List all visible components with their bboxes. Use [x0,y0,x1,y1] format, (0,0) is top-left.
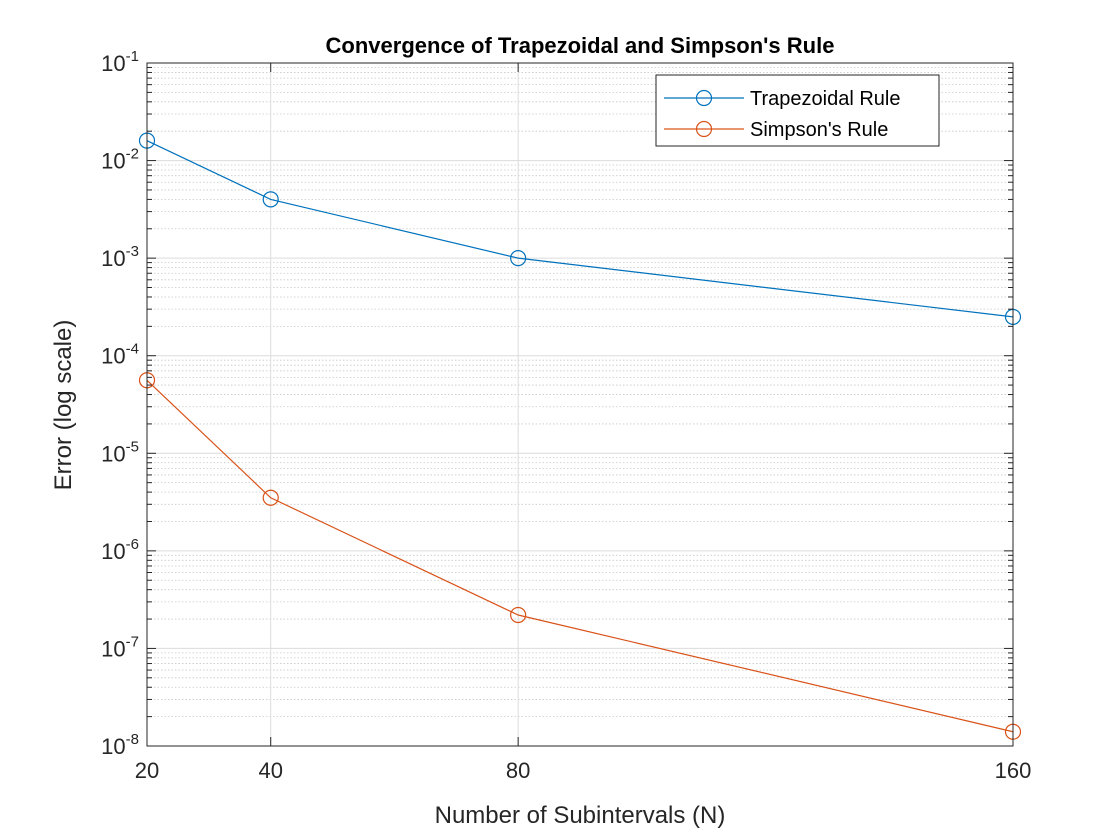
x-tick-label: 40 [258,758,282,783]
legend-marker-simpson [695,120,713,138]
legend-box [655,74,940,147]
data-point-0 [262,191,279,208]
legend-label-simpson: Simpson's Rule [750,119,888,141]
x-tick-label: 20 [135,758,159,783]
x-tick-label: 80 [506,758,530,783]
legend-label-trapezoidal: Trapezoidal Rule [750,88,900,110]
legend-marker-trapezoidal [695,89,713,107]
axis-ticks [146,62,1014,747]
series-layer [138,132,1022,740]
series-line-0 [146,140,1014,318]
x-tick-labels: 20 40 80 160 [135,758,1032,783]
x-axis-label: Number of Subintervals (N) [435,802,726,829]
x-tick-label: 160 [995,758,1032,783]
chart-title: Convergence of Trapezoidal and Simpson's… [326,33,835,58]
y-tick-label: 10-2 [101,146,139,174]
y-tick-label: 10-6 [101,536,139,564]
y-tick-labels: 10-810-710-610-510-410-310-210-1 [101,48,139,759]
y-axis-label: Error (log scale) [50,320,77,491]
legend[interactable]: Trapezoidal Rule Simpson's Rule [655,74,940,147]
data-point-1 [262,489,279,506]
series-line-1 [146,379,1014,733]
data-point-1 [510,606,527,624]
plot-area [147,63,1013,746]
data-point-0 [510,250,527,267]
axes-box [146,62,1014,747]
